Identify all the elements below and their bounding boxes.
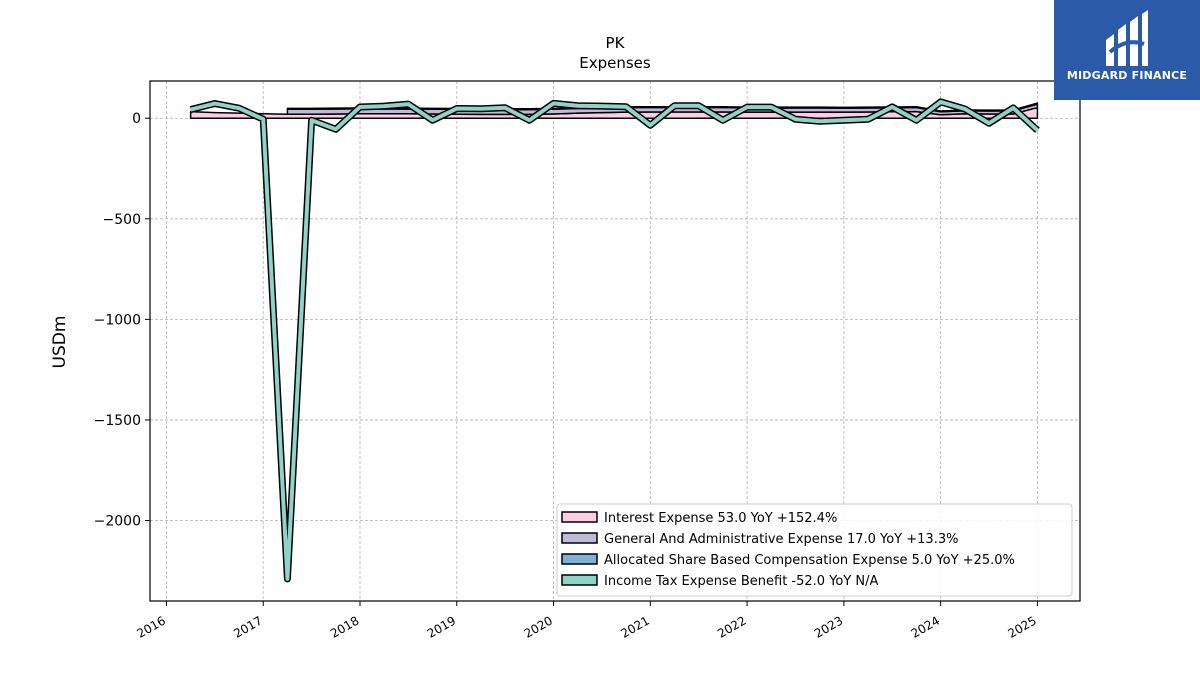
x-tick-label: 2025 xyxy=(1005,613,1038,640)
series-areas xyxy=(189,98,1040,583)
legend-box xyxy=(556,503,1073,597)
midgard-logo-icon xyxy=(1106,10,1148,66)
legend-swatch xyxy=(561,574,598,586)
plot-frame xyxy=(149,80,1081,602)
x-tick-label: 2019 xyxy=(425,613,458,640)
legend-swatch xyxy=(561,511,598,523)
x-tick-label: 2020 xyxy=(522,613,555,640)
income-tax-series-line xyxy=(190,99,1039,581)
legend-swatch xyxy=(561,532,598,544)
legend-label: Interest Expense 53.0 YoY +152.4% xyxy=(604,511,837,526)
midgard-finance-logo: MIDGARD FINANCE xyxy=(1054,0,1200,100)
legend-swatch xyxy=(561,553,598,565)
x-tick-label: 2017 xyxy=(231,613,264,640)
legend-label: Income Tax Expense Benefit -52.0 YoY N/A xyxy=(604,574,879,589)
legend-label: General And Administrative Expense 17.0 … xyxy=(604,532,958,547)
y-tick-label: −2000 xyxy=(94,514,141,530)
logo-text: MIDGARD FINANCE xyxy=(1066,69,1188,82)
y-axis-label: USDm xyxy=(50,316,70,369)
legend-label: Allocated Share Based Compensation Expen… xyxy=(604,553,1015,568)
x-tick-label: 2022 xyxy=(715,613,748,640)
chart-subtitle: Expenses xyxy=(579,54,651,72)
y-tick-label: 0 xyxy=(132,111,141,127)
x-tick-label: 2021 xyxy=(618,613,651,640)
y-tick-label: −1000 xyxy=(94,312,141,328)
chart-title: PK xyxy=(606,34,626,52)
x-axis-ticks: 2016 2017 2018 2019 2020 2021 2022 2023 2024 2025 xyxy=(134,601,1039,641)
x-tick-label: 2018 xyxy=(328,613,361,640)
x-tick-label: 2016 xyxy=(134,613,167,640)
y-axis-ticks: 0 −500 −1000 −1500 −2000 xyxy=(94,111,150,530)
y-tick-label: −1500 xyxy=(94,413,141,429)
y-tick-label: −500 xyxy=(103,212,141,228)
x-tick-label: 2024 xyxy=(909,613,942,640)
x-tick-label: 2023 xyxy=(812,613,845,640)
legend: Interest Expense 53.0 YoY +152.4% General… xyxy=(556,503,1073,597)
